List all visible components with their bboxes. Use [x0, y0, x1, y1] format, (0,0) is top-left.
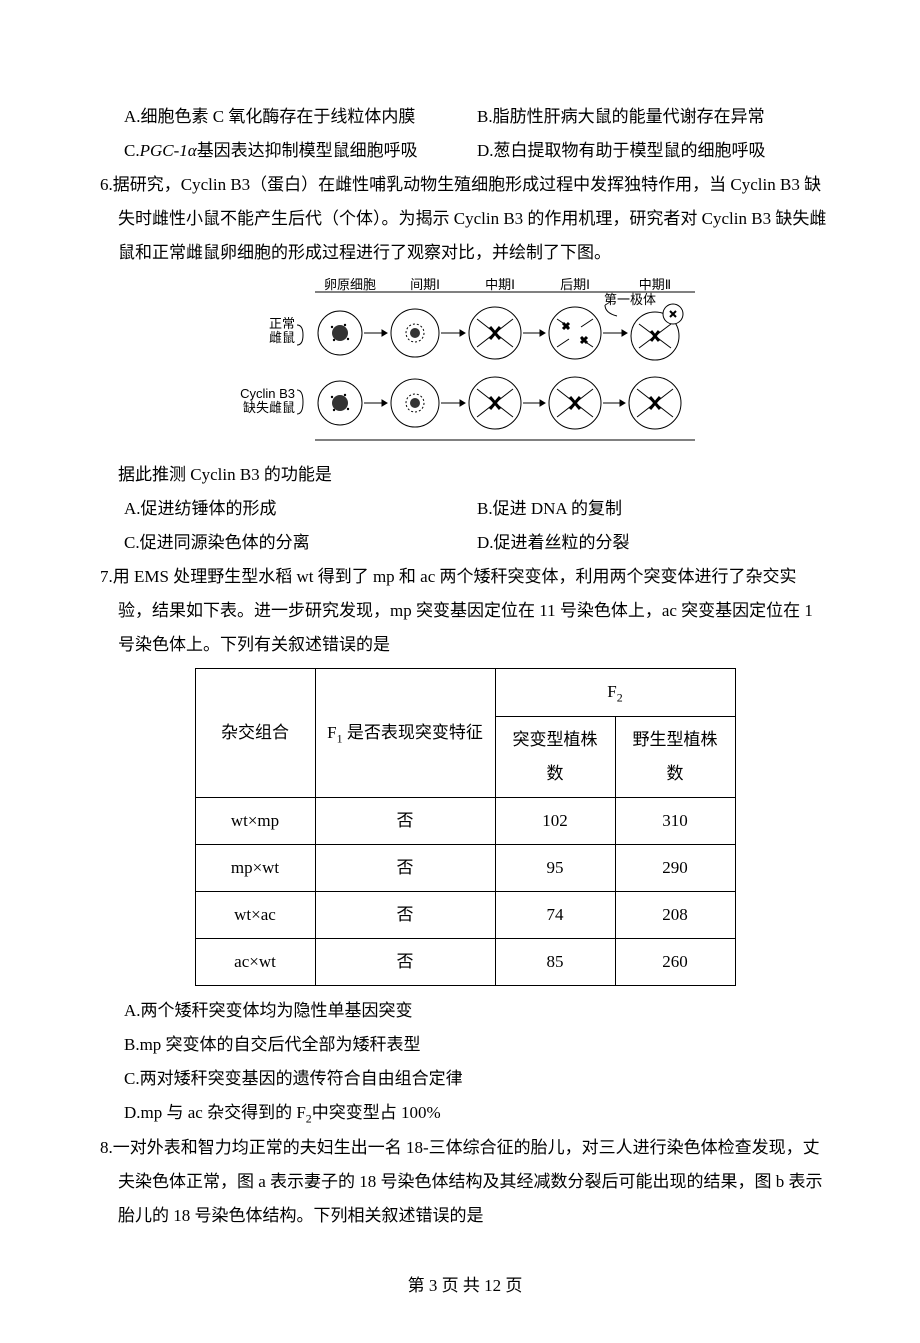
- cell-mut: 95: [495, 845, 615, 892]
- row-label-ko-2: 缺失雌鼠: [243, 400, 295, 415]
- cell-cross: mp×wt: [195, 845, 315, 892]
- q5-option-a: A.细胞色素 C 氧化酶存在于线粒体内膜: [124, 100, 477, 134]
- q5-option-d: D.葱白提取物有助于模型鼠的细胞呼吸: [477, 134, 830, 168]
- footer-total: 12: [484, 1276, 501, 1295]
- normal-row: [318, 304, 683, 360]
- q7-option-a: A.两个矮秆突变体均为隐性单基因突变: [124, 994, 830, 1028]
- th-mutant: 突变型植株数: [495, 717, 615, 798]
- th-wild: 野生型植株数: [615, 717, 735, 798]
- footer-post: 页: [501, 1276, 522, 1295]
- q7-table: 杂交组合 F1 是否表现突变特征 F2 突变型植株数 野生型植株数 wt×mp …: [195, 668, 736, 986]
- row-label-normal-1: 正常: [269, 316, 295, 331]
- th-f2: F2: [495, 669, 735, 717]
- q6-diagram: 卵原细胞 间期Ⅰ 中期Ⅰ 后期Ⅰ 中期Ⅱ 第一极体 正常 雌鼠 Cyclin B…: [225, 278, 705, 448]
- cell-wild: 310: [615, 798, 735, 845]
- cell-wild: 290: [615, 845, 735, 892]
- cell-mut: 85: [495, 939, 615, 986]
- table-row: wt×mp 否 102 310: [195, 798, 735, 845]
- q6-option-b: B.促进 DNA 的复制: [477, 492, 830, 526]
- q5-option-c: C.PGC-1α基因表达抑制模型鼠细胞呼吸: [124, 134, 477, 168]
- q5-options-row2: C.PGC-1α基因表达抑制模型鼠细胞呼吸 D.葱白提取物有助于模型鼠的细胞呼吸: [124, 134, 830, 168]
- q7-option-d: D.mp 与 ac 杂交得到的 F2中突变型占 100%: [124, 1096, 830, 1131]
- q8-stem: 8.一对外表和智力均正常的夫妇生出一名 18-三体综合征的胎儿，对三人进行染色体…: [118, 1131, 830, 1233]
- q6-after-diagram: 据此推测 Cyclin B3 的功能是: [118, 458, 830, 492]
- cell-mut: 102: [495, 798, 615, 845]
- phase-label-3: 后期Ⅰ: [560, 278, 590, 292]
- cell-wild: 260: [615, 939, 735, 986]
- q7-d-post: 中突变型占 100%: [312, 1103, 441, 1122]
- th-f2-sub: 2: [617, 690, 623, 704]
- q5-options-row1: A.细胞色素 C 氧化酶存在于线粒体内膜 B.脂肪性肝病大鼠的能量代谢存在异常: [124, 100, 830, 134]
- th-f1-post: 是否表现突变特征: [343, 723, 483, 742]
- th-cross: 杂交组合: [195, 669, 315, 798]
- footer-mid: 页 共: [437, 1276, 484, 1295]
- th-f2-pre: F: [607, 682, 616, 701]
- q6-option-d: D.促进着丝粒的分裂: [477, 526, 830, 560]
- table-row: mp×wt 否 95 290: [195, 845, 735, 892]
- phase-label-1: 间期Ⅰ: [410, 278, 440, 292]
- cell-f1: 否: [315, 845, 495, 892]
- q8-number: 8.: [100, 1138, 113, 1157]
- cell-wild: 208: [615, 892, 735, 939]
- q7-option-c: C.两对矮秆突变基因的遗传符合自由组合定律: [124, 1062, 830, 1096]
- polar-body-label: 第一极体: [604, 292, 656, 307]
- phase-label-0: 卵原细胞: [324, 278, 376, 292]
- cell-f1: 否: [315, 939, 495, 986]
- table-header-row1: 杂交组合 F1 是否表现突变特征 F2: [195, 669, 735, 717]
- q6-diagram-container: 卵原细胞 间期Ⅰ 中期Ⅰ 后期Ⅰ 中期Ⅱ 第一极体 正常 雌鼠 Cyclin B…: [100, 278, 830, 448]
- cell-cross: wt×mp: [195, 798, 315, 845]
- table-row: ac×wt 否 85 260: [195, 939, 735, 986]
- q7-stem-text: 用 EMS 处理野生型水稻 wt 得到了 mp 和 ac 两个矮秆突变体，利用两…: [113, 567, 813, 654]
- q6-options-row2: C.促进同源染色体的分离 D.促进着丝粒的分裂: [124, 526, 830, 560]
- q6-stem-text: 据研究，Cyclin B3（蛋白）在雌性哺乳动物生殖细胞形成过程中发挥独特作用，…: [113, 175, 827, 262]
- q7-number: 7.: [100, 567, 113, 586]
- q5-c-post: 基因表达抑制模型鼠细胞呼吸: [197, 141, 418, 160]
- row-label-ko-1: Cyclin B3: [240, 386, 295, 401]
- cell-mut: 74: [495, 892, 615, 939]
- row-label-normal-2: 雌鼠: [269, 330, 295, 345]
- phase-label-2: 中期Ⅰ: [485, 278, 515, 292]
- th-f1: F1 是否表现突变特征: [315, 669, 495, 798]
- q6-number: 6.: [100, 175, 113, 194]
- q8-stem-text: 一对外表和智力均正常的夫妇生出一名 18-三体综合征的胎儿，对三人进行染色体检查…: [113, 1138, 823, 1225]
- q5-option-b: B.脂肪性肝病大鼠的能量代谢存在异常: [477, 100, 830, 134]
- q6-option-c: C.促进同源染色体的分离: [124, 526, 477, 560]
- q6-options-row1: A.促进纺锤体的形成 B.促进 DNA 的复制: [124, 492, 830, 526]
- cell-f1: 否: [315, 798, 495, 845]
- page-footer: 第 3 页 共 12 页: [100, 1269, 830, 1303]
- q5-c-pre: C.: [124, 141, 140, 160]
- q7-d-pre: D.mp 与 ac 杂交得到的 F: [124, 1103, 306, 1122]
- table-row: wt×ac 否 74 208: [195, 892, 735, 939]
- cell-f1: 否: [315, 892, 495, 939]
- q6-option-a: A.促进纺锤体的形成: [124, 492, 477, 526]
- th-f1-pre: F: [327, 723, 336, 742]
- q5-c-italic: PGC-1α: [140, 141, 197, 160]
- q7-stem: 7.用 EMS 处理野生型水稻 wt 得到了 mp 和 ac 两个矮秆突变体，利…: [118, 560, 830, 662]
- q6-stem: 6.据研究，Cyclin B3（蛋白）在雌性哺乳动物生殖细胞形成过程中发挥独特作…: [118, 168, 830, 270]
- cell-cross: wt×ac: [195, 892, 315, 939]
- phase-label-4: 中期Ⅱ: [639, 278, 671, 292]
- q7-option-b: B.mp 突变体的自交后代全部为矮秆表型: [124, 1028, 830, 1062]
- footer-pre: 第: [408, 1276, 429, 1295]
- cell-cross: ac×wt: [195, 939, 315, 986]
